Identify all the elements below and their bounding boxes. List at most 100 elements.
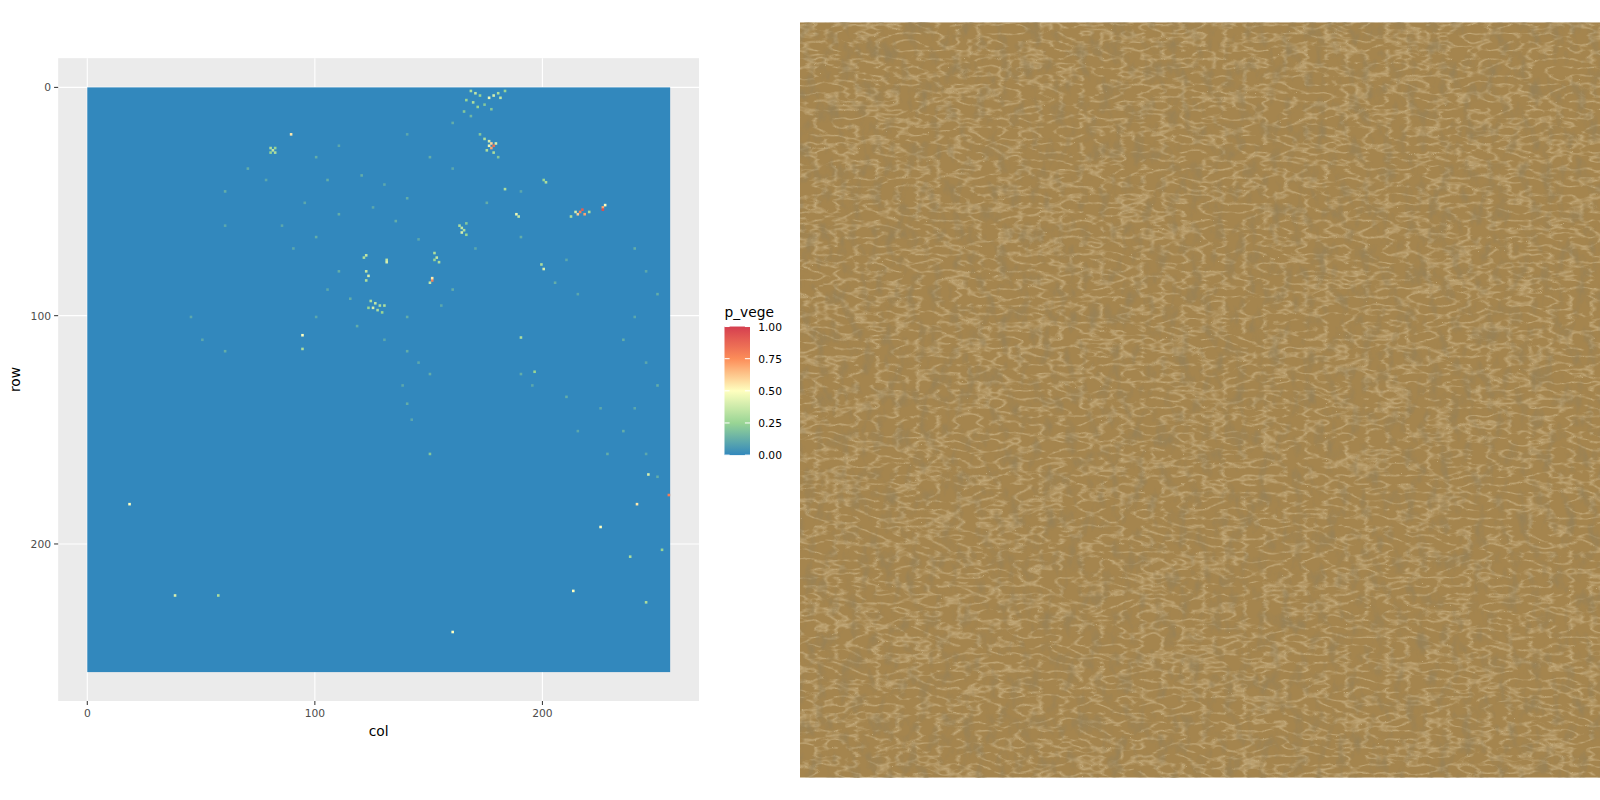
y-tick (54, 315, 58, 316)
heatmap-cell (363, 256, 366, 259)
heatmap-cell (401, 384, 404, 387)
colorbar-label: 0.50 (758, 385, 782, 398)
heatmap-cell (574, 211, 577, 214)
heatmap-cell (504, 188, 507, 191)
heatmap-cell (269, 151, 272, 154)
heatmap-cell (349, 297, 352, 300)
heatmap-cell (622, 339, 625, 342)
heatmap-cell (497, 92, 500, 95)
heatmap-cell (470, 90, 473, 93)
heatmap-cell (406, 197, 409, 200)
heatmap-cell (431, 279, 434, 282)
heatmap-cell (406, 402, 409, 405)
heatmap-cell (435, 256, 438, 259)
heatmap-cell (265, 179, 268, 182)
colorbar-tick (724, 455, 729, 456)
heatmap-cell (463, 110, 466, 113)
colorbar-label: 0.75 (758, 353, 782, 366)
colorbar-label: 0.00 (758, 449, 782, 462)
heatmap-cell (645, 453, 648, 456)
heatmap-cell (372, 307, 375, 310)
y-tick (54, 543, 58, 544)
colorbar-label: 0.25 (758, 417, 782, 430)
heatmap-cell (372, 206, 375, 209)
heatmap-cell (479, 133, 482, 136)
heatmap-cell (406, 350, 409, 353)
heatmap-cell (583, 213, 586, 216)
heatmap-cell (504, 90, 507, 93)
heatmap-cell (356, 325, 359, 328)
heatmap-cell (224, 224, 227, 227)
x-tick (542, 701, 543, 705)
heatmap-cell (224, 350, 227, 353)
photo-texture (800, 22, 1600, 777)
heatmap-cell (542, 268, 545, 271)
heatmap-cell (429, 453, 432, 456)
colorbar-tick (745, 326, 750, 327)
heatmap-cell (492, 144, 495, 147)
heatmap-cell (174, 594, 177, 597)
x-tick-label: 100 (305, 707, 326, 720)
heatmap-cell (474, 92, 477, 95)
x-tick-label: 200 (532, 707, 553, 720)
heatmap-cell (570, 215, 573, 218)
heatmap-cell (490, 142, 493, 145)
heatmap-cell (190, 316, 193, 319)
heatmap-cell (128, 503, 131, 506)
colorbar-tick (724, 326, 729, 327)
heatmap-cell (290, 133, 293, 136)
heatmap-cell (201, 339, 204, 342)
heatmap-cell (451, 288, 454, 291)
x-tick (314, 701, 315, 705)
heatmap-base (87, 87, 670, 672)
heatmap-cell (668, 494, 671, 497)
heatmap-cell (545, 181, 548, 184)
heatmap-cell (247, 167, 250, 170)
heatmap-cell (383, 304, 386, 307)
heatmap-cell (602, 206, 605, 209)
heatmap-cell (365, 279, 368, 282)
heatmap-cell (645, 601, 648, 604)
data-group (87, 87, 670, 672)
heatmap-cell (581, 208, 584, 211)
heatmap-cell (520, 190, 523, 193)
heatmap-cell (606, 453, 609, 456)
heatmap-cell (374, 302, 377, 305)
heatmap-cell (495, 142, 498, 145)
heatmap-cell (656, 293, 659, 296)
heatmap-cell (622, 430, 625, 433)
heatmap-cell (465, 233, 468, 236)
heatmap-cell (433, 252, 436, 255)
heatmap-cell (326, 179, 329, 182)
heatmap-cell (369, 300, 372, 303)
heatmap-cell (577, 213, 580, 216)
heatmap-cell (520, 373, 523, 376)
heatmap-cell (315, 156, 318, 159)
heatmap-cell (602, 208, 605, 211)
heatmap-cell (483, 138, 486, 141)
colorbar-tick (745, 358, 750, 359)
heatmap-cell (661, 549, 664, 552)
heatmap-cell (479, 94, 482, 97)
heatmap-cell (656, 384, 659, 387)
chart: 01002000100200colrowp_vege0.000.250.500.… (0, 0, 1600, 800)
heatmap-cell (326, 288, 329, 291)
heatmap-cell (429, 281, 432, 284)
heatmap-cell (599, 407, 602, 410)
heatmap-cell (490, 147, 493, 150)
heatmap-cell (633, 316, 636, 319)
heatmap-cell (465, 222, 468, 225)
heatmap-cell (381, 311, 384, 314)
heatmap-cell (383, 183, 386, 186)
heatmap-cell (385, 259, 388, 262)
heatmap-cell (301, 334, 304, 337)
heatmap-cell (440, 304, 443, 307)
heatmap-cell (376, 309, 379, 312)
legend-title: p_vege (724, 304, 773, 320)
heatmap-cell (474, 247, 477, 250)
heatmap-cell (269, 147, 272, 150)
heatmap-cell (486, 202, 489, 205)
heatmap-cell (338, 213, 341, 216)
y-tick (54, 87, 58, 88)
heatmap-cell (379, 304, 382, 307)
